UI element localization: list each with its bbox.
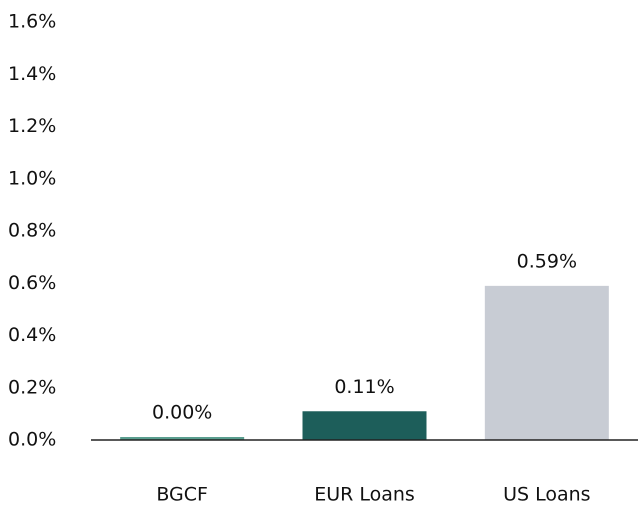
y-tick-label: 0.2% xyxy=(8,376,56,398)
bar xyxy=(484,285,609,440)
x-tick-label: EUR Loans xyxy=(314,484,415,505)
y-tick-label: 1.4% xyxy=(8,63,56,85)
value-label: 0.00% xyxy=(152,402,212,424)
y-tick-label: 0.8% xyxy=(8,220,56,242)
y-tick-label: 0.0% xyxy=(8,429,56,451)
y-tick-label: 1.6% xyxy=(8,11,56,33)
y-tick-label: 1.2% xyxy=(8,115,56,137)
x-tick-label: US Loans xyxy=(503,484,590,505)
y-tick-label: 1.0% xyxy=(8,167,56,189)
y-tick-label: 0.4% xyxy=(8,324,56,346)
bar xyxy=(302,411,427,440)
value-label: 0.59% xyxy=(517,250,577,272)
bar xyxy=(120,437,245,440)
y-tick-label: 0.6% xyxy=(8,272,56,294)
value-label: 0.11% xyxy=(334,376,394,398)
x-tick-label: BGCF xyxy=(156,484,208,505)
